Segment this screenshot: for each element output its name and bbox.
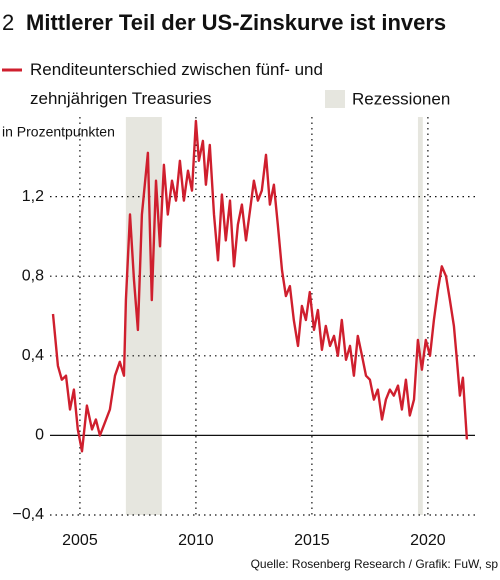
legend-label: Renditeunterschied zwischen fünf- und ze… <box>30 60 323 108</box>
y-tick-label: 0,8 <box>22 267 44 284</box>
chart-number: 2 <box>2 10 14 35</box>
y-axis-label: in Prozentpunkten <box>2 124 115 140</box>
y-tick-label: 1,2 <box>22 188 44 205</box>
legend-label: Rezessionen <box>352 89 450 108</box>
x-tick-label: 2020 <box>410 532 446 549</box>
x-tick-label: 2010 <box>178 532 214 549</box>
y-tick-label: 0,4 <box>22 347 44 364</box>
recession-band <box>417 117 423 515</box>
source: Quelle: Rosenberg Research / Grafik: FuW… <box>251 557 499 571</box>
data-line <box>51 119 469 453</box>
recession-band <box>125 117 162 515</box>
y-tick-label: 0 <box>35 427 44 444</box>
x-tick-label: 2005 <box>62 532 98 549</box>
legend-swatch <box>325 90 345 108</box>
chart-title: Mittlerer Teil der US-Zinskurve ist inve… <box>26 10 446 35</box>
x-tick-label: 2015 <box>294 532 330 549</box>
y-tick-label: −0,4 <box>12 506 44 523</box>
